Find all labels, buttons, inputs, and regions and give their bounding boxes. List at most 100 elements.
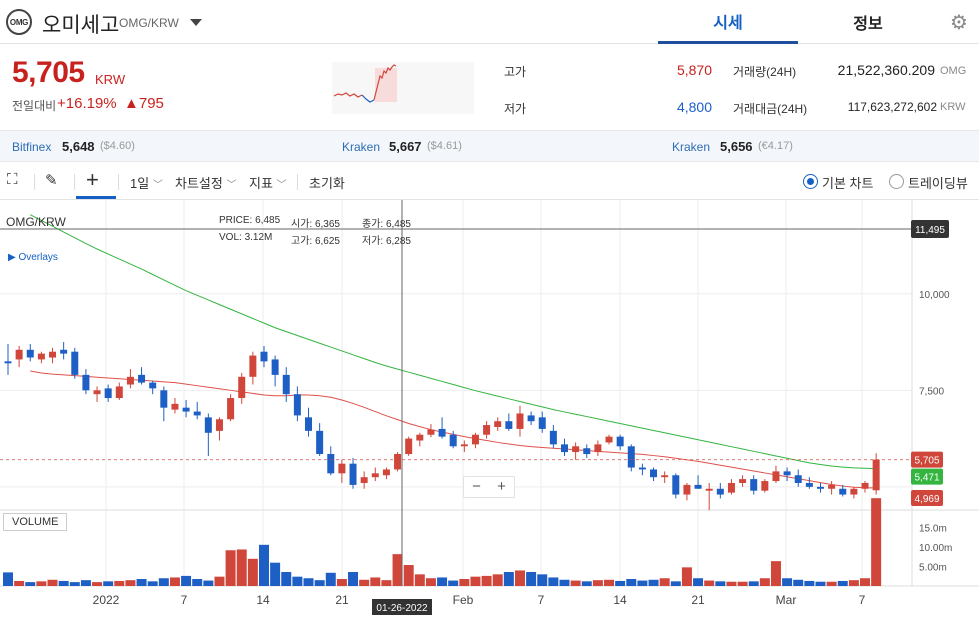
info-price-label: PRICE:	[219, 215, 253, 226]
coin-name: 오미세고	[42, 14, 120, 37]
exchange-fiat: (€4.17)	[758, 140, 793, 152]
candle-body	[650, 469, 658, 478]
info-high-label: 고가:	[291, 236, 313, 247]
omg-logo-icon: OMG	[6, 9, 32, 35]
volume-bar	[793, 579, 804, 586]
x-tick-label: 21	[335, 593, 349, 607]
overlays-toggle[interactable]: ▶ Overlays	[8, 252, 58, 263]
volume-bar	[481, 575, 492, 586]
chevron-down-icon: ﹀	[152, 180, 163, 191]
volume-bar	[181, 575, 192, 586]
toolbar-divider	[34, 174, 35, 190]
reset-button[interactable]: 초기화	[309, 176, 345, 191]
volume-bar	[570, 580, 581, 586]
toolbar-divider	[74, 174, 75, 190]
price-tick-label: 7,500	[919, 386, 944, 397]
info-close-label: 종가:	[362, 219, 384, 230]
volume-bar	[158, 578, 169, 586]
volume-bar	[203, 580, 214, 586]
exchange-price: 5,656	[720, 139, 753, 154]
x-tick-label: Feb	[453, 593, 474, 607]
volume-bar	[748, 581, 759, 586]
info-open-label: 시가:	[291, 219, 313, 230]
volume-bar	[92, 582, 103, 586]
volume-bar	[659, 578, 670, 586]
amount-value: 117,623,272,602	[847, 100, 937, 114]
overlays-label: Overlays	[18, 252, 58, 263]
sparkline-chart	[332, 62, 474, 114]
crosshair-date-bg	[372, 599, 432, 615]
candle-body	[638, 467, 646, 470]
gear-icon[interactable]: ⚙	[950, 12, 968, 34]
fullscreen-icon[interactable]: ⛶	[7, 171, 18, 188]
candle-body	[828, 484, 836, 489]
volume-bar	[437, 577, 448, 586]
volume-bar	[114, 580, 125, 586]
volume-bar	[292, 576, 303, 586]
candle-body	[605, 436, 613, 443]
candle-body	[271, 359, 279, 375]
tab-info[interactable]: 정보	[853, 16, 883, 33]
zoom-out-button[interactable]: −	[472, 478, 481, 495]
basic-chart-radio[interactable]	[803, 174, 818, 189]
crosshair-icon[interactable]: +	[86, 167, 99, 192]
volume-bar	[693, 578, 704, 586]
basic-chart-label[interactable]: 기본 차트	[822, 176, 874, 191]
candle-body	[382, 469, 390, 476]
candle-body	[371, 473, 379, 478]
candle-body	[394, 454, 402, 470]
coin-dropdown-icon[interactable]	[190, 19, 202, 26]
candle-body	[260, 351, 268, 362]
tab-market-price[interactable]: 시세	[658, 0, 798, 44]
candle-body	[683, 484, 691, 495]
volume-bar	[425, 578, 436, 586]
volume-tick-label: 5.00m	[919, 563, 947, 574]
candle-body	[716, 488, 724, 495]
chart-settings-menu[interactable]: 차트설정 ﹀	[175, 173, 236, 192]
toolbar-divider	[297, 174, 298, 190]
info-high-value: 6,625	[314, 236, 340, 247]
volume-bar	[281, 572, 292, 586]
candle-body	[93, 390, 101, 395]
x-tick-label: 7	[859, 593, 866, 607]
tradingview-label[interactable]: 트레이딩뷰	[908, 176, 968, 191]
candle-body	[527, 415, 535, 422]
candle-body	[193, 411, 201, 416]
volume-bar	[25, 582, 36, 586]
volume-bar	[492, 574, 503, 586]
draw-pen-icon[interactable]: ✎	[45, 172, 58, 189]
price-chart[interactable]: 10,000 7,500 15.0m 10.00m 5.00m 2022 7 14 21 Feb 7…	[0, 200, 979, 617]
change-label: 전일대비	[12, 99, 57, 113]
chart-toolbar: ⛶ ✎ + 1일 ﹀ 차트설정 ﹀ 지표 ﹀ 초기화 기본 차트 트레이딩뷰	[0, 162, 979, 200]
candle-body	[360, 477, 368, 483]
volume-bar	[681, 567, 692, 586]
x-tick-label: 14	[613, 593, 627, 607]
change-percent: +16.19%	[57, 95, 117, 112]
info-vol: VOL: 3.12M	[219, 232, 272, 243]
tradingview-radio[interactable]	[889, 174, 904, 189]
zoom-in-button[interactable]: +	[497, 478, 506, 495]
candle-body	[572, 446, 580, 453]
exchange-name[interactable]: Kraken	[342, 140, 381, 154]
candle-body	[561, 444, 568, 453]
volume-bar	[559, 579, 570, 586]
candle-body	[238, 376, 246, 399]
candle-body	[249, 355, 257, 377]
crosshair-price-bg	[911, 220, 949, 238]
amount-label: 거래대금(24H)	[733, 102, 808, 116]
exchange-name[interactable]: Kraken	[672, 140, 711, 154]
candle-body	[583, 448, 591, 455]
candle-body	[516, 413, 524, 429]
indicators-menu[interactable]: 지표 ﹀	[249, 173, 287, 192]
x-tick-label: 14	[256, 593, 270, 607]
candle-body	[816, 486, 824, 489]
candle-body	[293, 394, 301, 416]
x-tick-label: 21	[691, 593, 705, 607]
volume-tick-label: 10.00m	[919, 543, 952, 554]
ma-long-tag: 5,471	[914, 473, 939, 484]
exchange-name[interactable]: Bitfinex	[12, 140, 52, 154]
interval-select[interactable]: 1일 ﹀	[130, 173, 163, 192]
candle-body	[82, 374, 90, 391]
volume-bar	[381, 580, 392, 586]
volume-bar	[225, 550, 236, 586]
